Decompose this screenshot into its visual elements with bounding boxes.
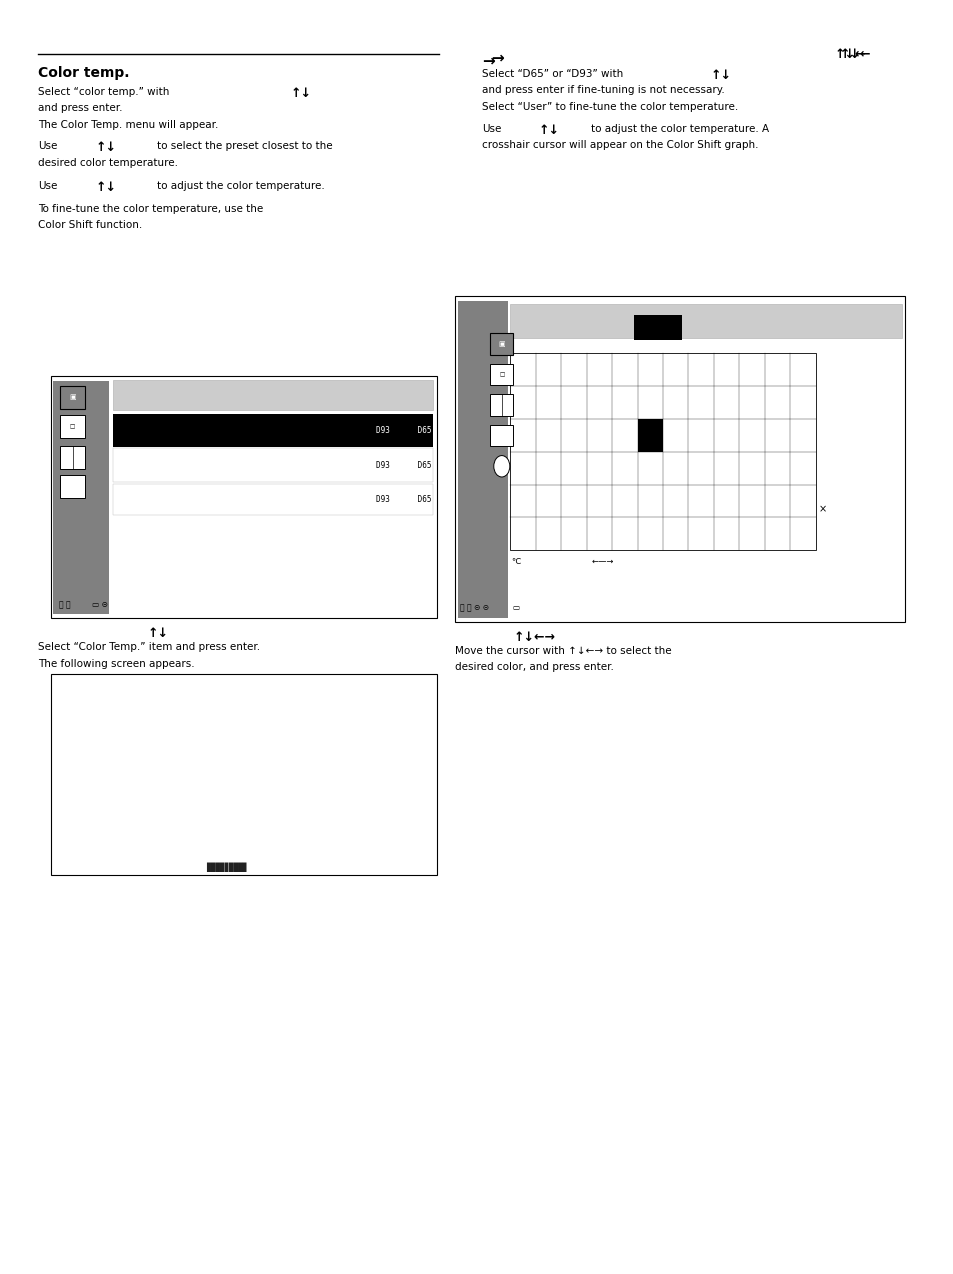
Bar bbox=[60, 386, 85, 409]
Text: Move the cursor with ↑↓←→ to select the: Move the cursor with ↑↓←→ to select the bbox=[455, 646, 671, 656]
Text: ←—→: ←—→ bbox=[591, 557, 613, 566]
Text: ↑↓: ↑↓ bbox=[148, 627, 169, 640]
Bar bbox=[112, 484, 433, 515]
Text: Use: Use bbox=[481, 124, 500, 134]
Text: Select “User” to fine-tune the color temperature.: Select “User” to fine-tune the color tem… bbox=[481, 102, 738, 112]
Text: D93      D65: D93 D65 bbox=[375, 460, 431, 470]
Text: Select “Color Temp.” item and press enter.: Select “Color Temp.” item and press ente… bbox=[38, 642, 260, 652]
Bar bbox=[112, 414, 433, 447]
Text: ↑↓←→: ↑↓←→ bbox=[513, 631, 555, 643]
Bar bbox=[457, 301, 507, 618]
Bar bbox=[490, 364, 513, 385]
Text: D93      D65: D93 D65 bbox=[375, 426, 431, 436]
Text: ↑↓: ↑↓ bbox=[538, 124, 559, 136]
Text: ↑↓: ↑↓ bbox=[95, 181, 116, 194]
Bar bbox=[637, 419, 662, 452]
Bar bbox=[60, 446, 85, 469]
Text: ⓘ ⓘ         ▭ ⊝: ⓘ ⓘ ▭ ⊝ bbox=[59, 600, 108, 609]
Text: ↑↓: ↑↓ bbox=[95, 141, 116, 154]
Text: The Color Temp. menu will appear.: The Color Temp. menu will appear. bbox=[38, 120, 218, 130]
Text: to adjust the color temperature.: to adjust the color temperature. bbox=[157, 181, 325, 191]
Bar bbox=[490, 426, 513, 446]
Text: ×: × bbox=[818, 505, 825, 515]
Text: Select “D65” or “D93” with: Select “D65” or “D93” with bbox=[481, 69, 622, 79]
Text: ⓘ ⓘ ⊝ ⊝          ▭: ⓘ ⓘ ⊝ ⊝ ▭ bbox=[459, 604, 519, 613]
Text: ▊███▉███▊: ▊███▉███▊ bbox=[206, 862, 248, 871]
Text: ↑↓←: ↑↓← bbox=[839, 48, 870, 61]
Text: ℃: ℃ bbox=[511, 557, 520, 566]
Text: →: → bbox=[481, 54, 494, 69]
Text: ↑↓←: ↑↓← bbox=[834, 48, 865, 61]
Text: and press enter.: and press enter. bbox=[38, 103, 123, 113]
Text: To fine-tune the color temperature, use the: To fine-tune the color temperature, use … bbox=[38, 204, 263, 214]
Text: The following screen appears.: The following screen appears. bbox=[38, 659, 194, 669]
Text: ↑↓: ↑↓ bbox=[291, 87, 312, 99]
Bar bbox=[455, 296, 904, 622]
Text: to adjust the color temperature. A: to adjust the color temperature. A bbox=[591, 124, 769, 134]
Text: ↑↓: ↑↓ bbox=[710, 69, 731, 82]
Bar bbox=[490, 395, 513, 415]
Text: →: → bbox=[491, 51, 503, 66]
Text: □: □ bbox=[70, 424, 75, 429]
Bar bbox=[634, 315, 681, 340]
Bar bbox=[112, 448, 433, 482]
Bar bbox=[60, 475, 85, 498]
Circle shape bbox=[494, 456, 509, 476]
Text: desired color, and press enter.: desired color, and press enter. bbox=[455, 662, 614, 673]
Bar bbox=[510, 353, 815, 550]
Bar bbox=[510, 304, 901, 338]
Bar bbox=[51, 674, 436, 875]
Text: desired color temperature.: desired color temperature. bbox=[38, 158, 178, 168]
Bar bbox=[490, 334, 513, 354]
Text: ▣: ▣ bbox=[70, 395, 75, 400]
Bar bbox=[112, 380, 433, 410]
Bar bbox=[60, 415, 85, 438]
Text: D93      D65: D93 D65 bbox=[375, 494, 431, 505]
Text: Color temp.: Color temp. bbox=[38, 66, 130, 80]
Text: Select “color temp.” with: Select “color temp.” with bbox=[38, 87, 170, 97]
Text: and press enter if fine-tuning is not necessary.: and press enter if fine-tuning is not ne… bbox=[481, 85, 723, 96]
Text: Use: Use bbox=[38, 181, 57, 191]
Bar bbox=[53, 381, 109, 614]
Text: to select the preset closest to the: to select the preset closest to the bbox=[157, 141, 333, 152]
Text: Use: Use bbox=[38, 141, 57, 152]
Text: ▣: ▣ bbox=[498, 341, 504, 347]
Bar bbox=[51, 376, 436, 618]
Text: crosshair cursor will appear on the Color Shift graph.: crosshair cursor will appear on the Colo… bbox=[481, 140, 758, 150]
Text: Color Shift function.: Color Shift function. bbox=[38, 220, 142, 231]
Text: □: □ bbox=[498, 372, 504, 377]
